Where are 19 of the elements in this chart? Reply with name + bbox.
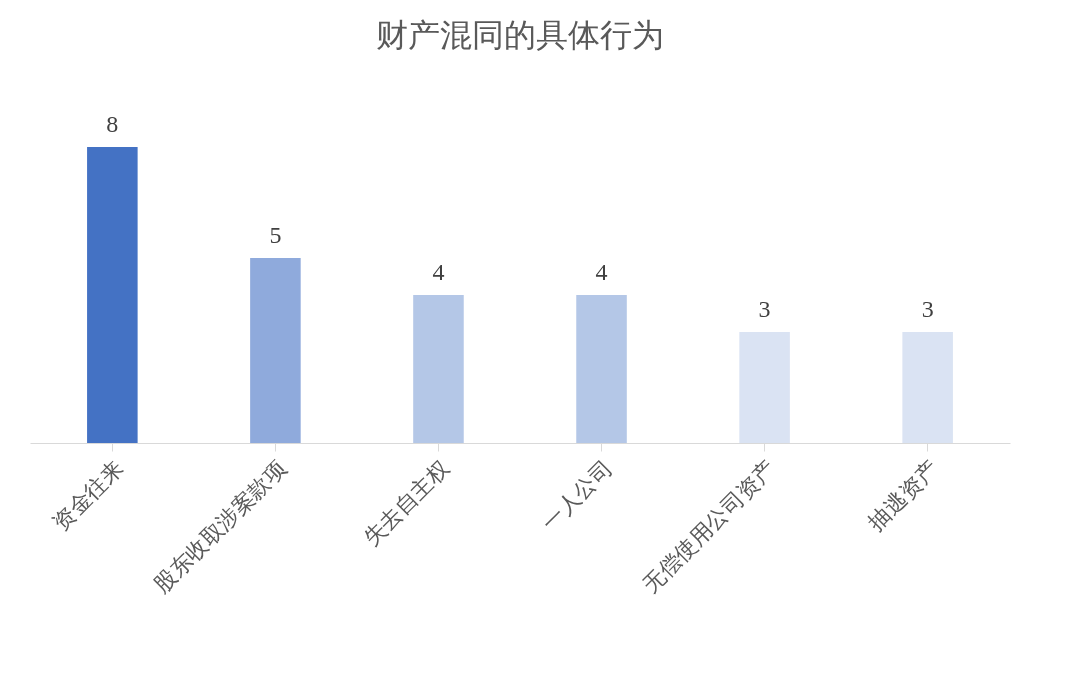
- x-tick-label: 无偿使用公司资产: [638, 455, 781, 598]
- x-tick-label: 资金往来: [48, 455, 128, 536]
- data-label: 5: [269, 222, 282, 248]
- bar: [576, 295, 627, 443]
- data-label: 3: [921, 296, 934, 322]
- x-tick-label: 抽逃资产: [863, 455, 944, 536]
- bar: [87, 147, 138, 443]
- data-label: 8: [106, 111, 119, 137]
- bar: [413, 295, 464, 443]
- data-label: 3: [758, 296, 771, 322]
- chart-title: 财产混同的具体行为: [376, 17, 664, 53]
- x-tick-label: 失去自主权: [358, 455, 455, 551]
- x-tick-label: 一人公司: [537, 455, 618, 536]
- data-label: 4: [595, 259, 608, 285]
- x-tick-label: 股东收取涉案款项: [148, 455, 291, 598]
- data-label: 4: [432, 259, 445, 285]
- bar: [902, 332, 953, 443]
- bar: [250, 258, 301, 443]
- bar: [739, 332, 790, 443]
